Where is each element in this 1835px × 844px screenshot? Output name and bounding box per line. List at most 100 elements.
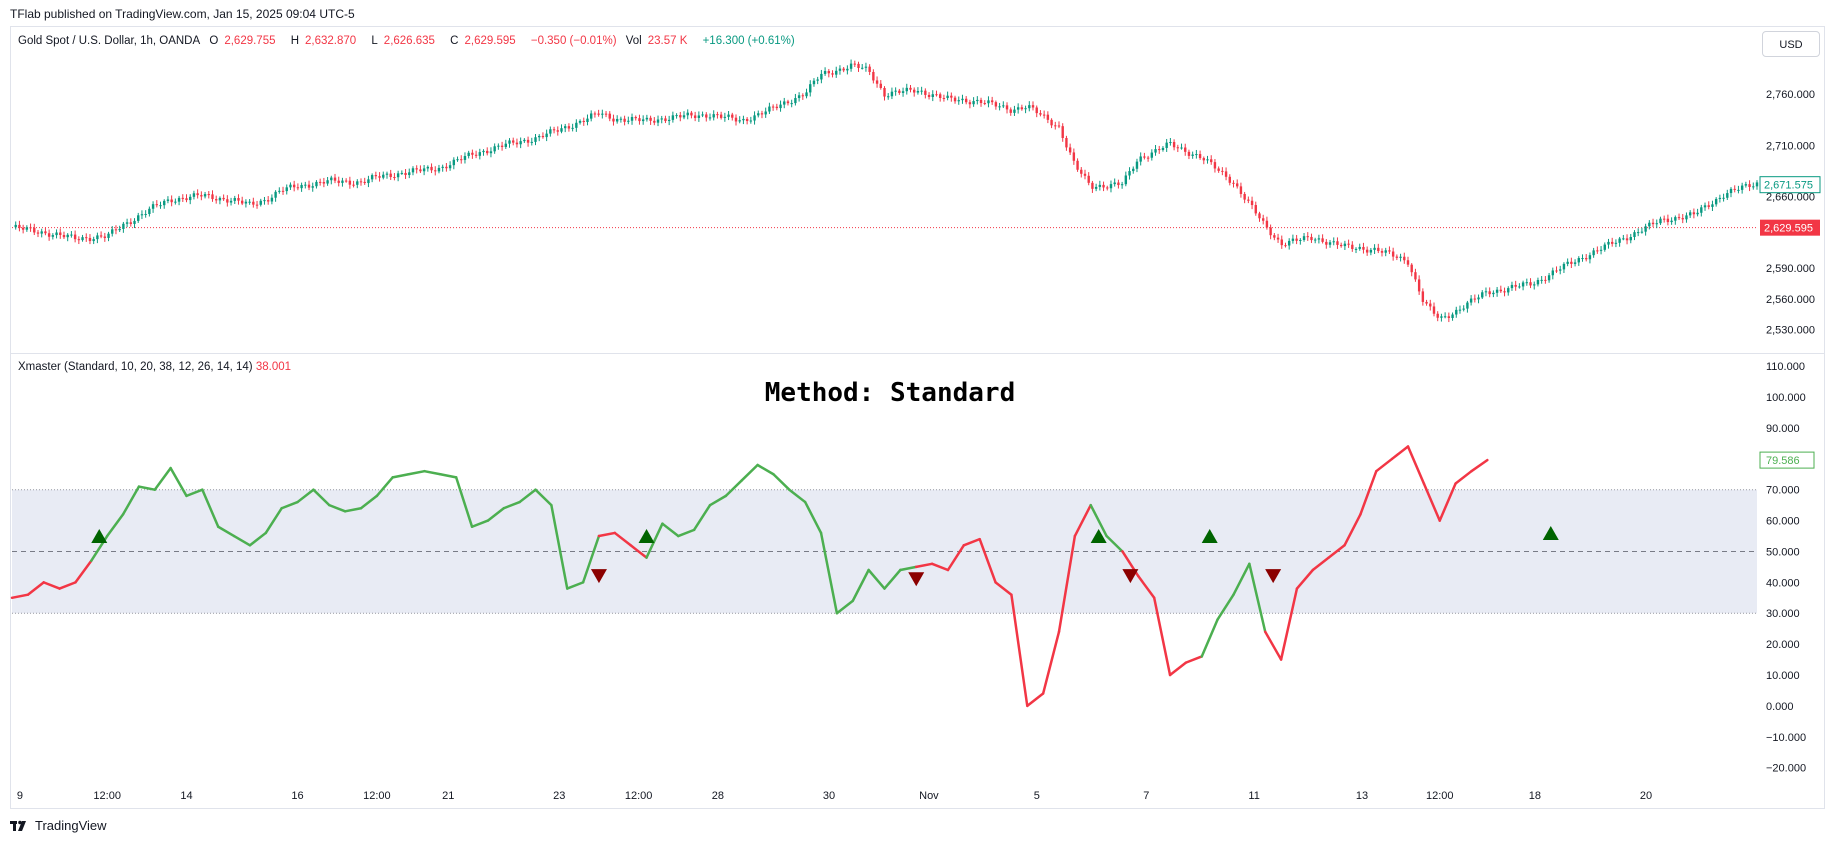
indicator-axis-tick: 40.000 bbox=[1766, 577, 1800, 589]
candle-body bbox=[218, 197, 222, 201]
indicator-segment bbox=[740, 463, 759, 482]
candle-body bbox=[1388, 250, 1391, 252]
indicator-segment bbox=[105, 513, 125, 538]
candle-body bbox=[1555, 270, 1558, 272]
candle-body bbox=[1024, 108, 1027, 110]
indicator-name[interactable]: Xmaster (Standard, 10, 20, 38, 12, 26, 1… bbox=[18, 361, 253, 373]
indicator-axis-tick: 20.000 bbox=[1766, 639, 1800, 651]
candle-body bbox=[1247, 199, 1250, 201]
candle-body bbox=[738, 120, 741, 122]
candle-body bbox=[1403, 256, 1406, 261]
candle-body bbox=[1711, 204, 1714, 207]
indicator-segment bbox=[1327, 544, 1346, 559]
buy-signal-marker bbox=[1542, 525, 1559, 540]
candle-body bbox=[1258, 213, 1261, 219]
candle-body bbox=[1132, 168, 1135, 172]
candle-body bbox=[935, 94, 938, 96]
time-axis-tick: 20 bbox=[1640, 790, 1652, 802]
candle-body bbox=[964, 98, 968, 103]
candle-body bbox=[1146, 157, 1150, 159]
candle-body bbox=[786, 101, 790, 104]
candle-body bbox=[248, 201, 251, 203]
indicator-segment bbox=[534, 488, 553, 507]
candle-body bbox=[1239, 186, 1243, 194]
candle-body bbox=[675, 115, 678, 117]
buy-signal-marker bbox=[91, 529, 108, 544]
symbol-name[interactable]: Gold Spot / U.S. Dollar, 1h, OANDA bbox=[18, 35, 201, 47]
candle-body bbox=[1521, 282, 1525, 287]
candle-body bbox=[946, 95, 949, 99]
candle-body bbox=[1406, 260, 1410, 265]
candle-body bbox=[656, 119, 660, 123]
candle-body bbox=[422, 168, 426, 172]
candle-body bbox=[263, 200, 266, 202]
candle-body bbox=[987, 100, 990, 104]
candle-body bbox=[70, 234, 73, 236]
candle-body bbox=[515, 142, 519, 145]
candle-body bbox=[1607, 241, 1610, 245]
indicator-value: 38.001 bbox=[255, 361, 292, 373]
indicator-segment bbox=[756, 463, 775, 476]
candle-body bbox=[901, 91, 905, 93]
indicator-segment bbox=[1375, 457, 1394, 473]
candle-body bbox=[1180, 147, 1183, 149]
candle-body bbox=[44, 231, 47, 234]
candle-body bbox=[1655, 223, 1658, 225]
candle-body bbox=[667, 119, 671, 122]
candle-body bbox=[240, 200, 244, 204]
candle-body bbox=[1481, 292, 1484, 298]
indicator-segment bbox=[201, 488, 220, 529]
candle-body bbox=[111, 229, 114, 234]
indicator-axis-tick: 60.000 bbox=[1766, 516, 1800, 528]
candle-body bbox=[40, 231, 43, 234]
candle-body bbox=[627, 120, 630, 122]
indicator-segment bbox=[645, 522, 664, 559]
candle-body bbox=[549, 129, 552, 134]
candle-body bbox=[1714, 198, 1718, 205]
candle-body bbox=[972, 101, 975, 105]
candle-body bbox=[359, 181, 363, 183]
candle-body bbox=[1254, 205, 1257, 214]
candle-body bbox=[1128, 171, 1131, 176]
candle-body bbox=[1507, 288, 1510, 293]
candle-body bbox=[526, 139, 530, 143]
candle-body bbox=[1544, 279, 1547, 281]
candle-body bbox=[493, 146, 496, 152]
indicator-segment bbox=[994, 581, 1013, 596]
candle-body bbox=[816, 79, 819, 81]
candle-body bbox=[1651, 222, 1655, 225]
candle-body bbox=[1031, 105, 1035, 108]
candle-body bbox=[998, 106, 1001, 108]
candle-body bbox=[768, 106, 771, 112]
time-axis-tick: 5 bbox=[1034, 790, 1040, 802]
candle-body bbox=[1184, 147, 1187, 152]
candle-body bbox=[122, 223, 125, 229]
indicator-segment bbox=[1406, 445, 1426, 485]
currency-button[interactable]: USD bbox=[1762, 31, 1820, 57]
candle-body bbox=[1321, 238, 1324, 242]
candle-body bbox=[363, 181, 366, 184]
candle-body bbox=[118, 228, 121, 231]
candle-body bbox=[924, 90, 927, 95]
candle-body bbox=[872, 71, 875, 81]
candle-body bbox=[81, 237, 84, 241]
candle-body bbox=[1224, 171, 1228, 177]
indicator-segment bbox=[312, 488, 331, 507]
candle-body bbox=[853, 63, 856, 65]
tradingview-logo-icon bbox=[10, 820, 26, 831]
indicator-axis-tick: 30.000 bbox=[1766, 608, 1800, 620]
candle-body bbox=[385, 173, 389, 175]
indicator-segment bbox=[1105, 534, 1124, 553]
candle-body bbox=[137, 215, 140, 221]
time-axis-tick: 9 bbox=[17, 790, 23, 802]
pane-separator[interactable] bbox=[10, 353, 1825, 354]
candle-body bbox=[1436, 313, 1439, 318]
candle-body bbox=[879, 83, 882, 88]
candle-body bbox=[1748, 184, 1751, 187]
indicator-segment bbox=[1168, 661, 1188, 677]
candle-body bbox=[1313, 239, 1317, 241]
sell-signal-marker bbox=[1265, 569, 1282, 584]
candle-body bbox=[827, 71, 831, 74]
tradingview-footer[interactable]: TradingView bbox=[10, 818, 107, 833]
